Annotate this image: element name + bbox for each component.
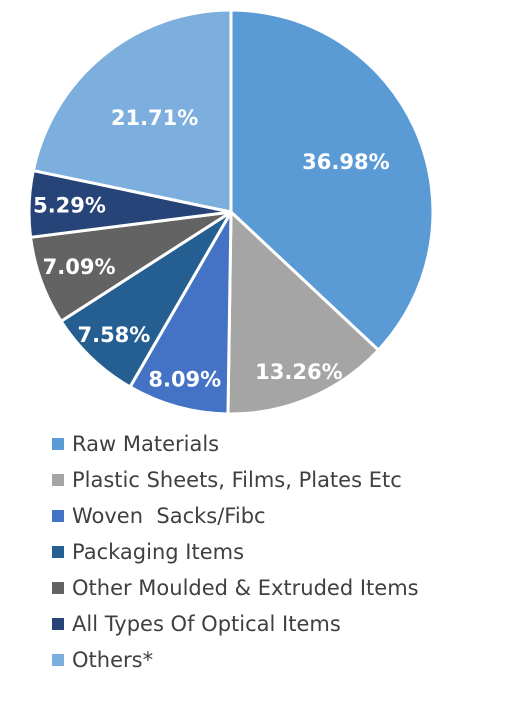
legend-item-others: Others*: [52, 642, 419, 678]
data-label-plastic-sheets-films-plates-etc: 13.26%: [255, 360, 342, 384]
data-label-packaging-items: 7.58%: [77, 323, 150, 347]
legend-item-packaging-items: Packaging Items: [52, 534, 419, 570]
legend-item-woven-sacks: Woven Sacks/Fibc: [52, 498, 419, 534]
legend-item-optical-items: All Types Of Optical Items: [52, 606, 419, 642]
legend-label: Others*: [72, 648, 154, 672]
pie-slice-raw-materials: [229, 8, 435, 352]
legend-label: Raw Materials: [72, 432, 220, 456]
pie-chart-canvas: 36.98% 13.26% 8.09% 7.58% 7.09% 5.29% 21.71%: [27, 8, 435, 416]
pie-data-labels: 36.98% 13.26% 8.09% 7.58% 7.09% 5.29% 21.71%: [33, 106, 390, 392]
legend-item-plastic-sheets: Plastic Sheets, Films, Plates Etc: [52, 462, 419, 498]
legend-swatch: [52, 546, 64, 558]
legend-swatch: [52, 510, 64, 522]
legend-label: Other Moulded & Extruded Items: [72, 576, 419, 600]
pie-slices: [27, 8, 435, 416]
pie-slice-woven-sacks-fibc: [128, 210, 233, 416]
legend-label: All Types Of Optical Items: [72, 612, 341, 636]
legend-label: Plastic Sheets, Films, Plates Etc: [72, 468, 402, 492]
data-label-woven-sacks-fibc: 8.09%: [148, 367, 221, 391]
legend-swatch: [52, 618, 64, 630]
legend-swatch: [52, 474, 64, 486]
chart-legend: Raw Materials Plastic Sheets, Films, Pla…: [52, 426, 419, 678]
data-label-others: 21.71%: [111, 106, 198, 130]
data-label-raw-materials: 36.98%: [302, 150, 389, 174]
pie-slice-others: [31, 8, 233, 214]
legend-item-other-moulded: Other Moulded & Extruded Items: [52, 570, 419, 606]
legend-label: Packaging Items: [72, 540, 245, 564]
legend-item-raw-materials: Raw Materials: [52, 426, 419, 462]
legend-label: Woven Sacks/Fibc: [72, 504, 266, 528]
legend-swatch: [52, 582, 64, 594]
data-label-all-types-of-optical-items: 5.29%: [33, 193, 106, 217]
legend-swatch: [52, 438, 64, 450]
legend-swatch: [52, 654, 64, 666]
pie-slice-plastic-sheets-films-plates-etc: [226, 210, 380, 416]
pie-slice-packaging-items: [59, 210, 233, 389]
data-label-other-moulded-extruded-items: 7.09%: [43, 255, 116, 279]
